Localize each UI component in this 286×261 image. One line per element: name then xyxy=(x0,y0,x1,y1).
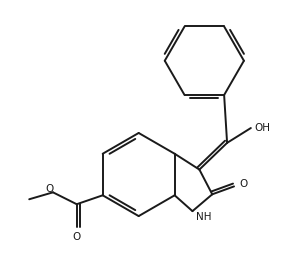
Text: OH: OH xyxy=(255,123,271,133)
Text: O: O xyxy=(239,179,247,189)
Text: NH: NH xyxy=(196,212,212,222)
Text: O: O xyxy=(73,232,81,242)
Text: O: O xyxy=(45,184,53,194)
